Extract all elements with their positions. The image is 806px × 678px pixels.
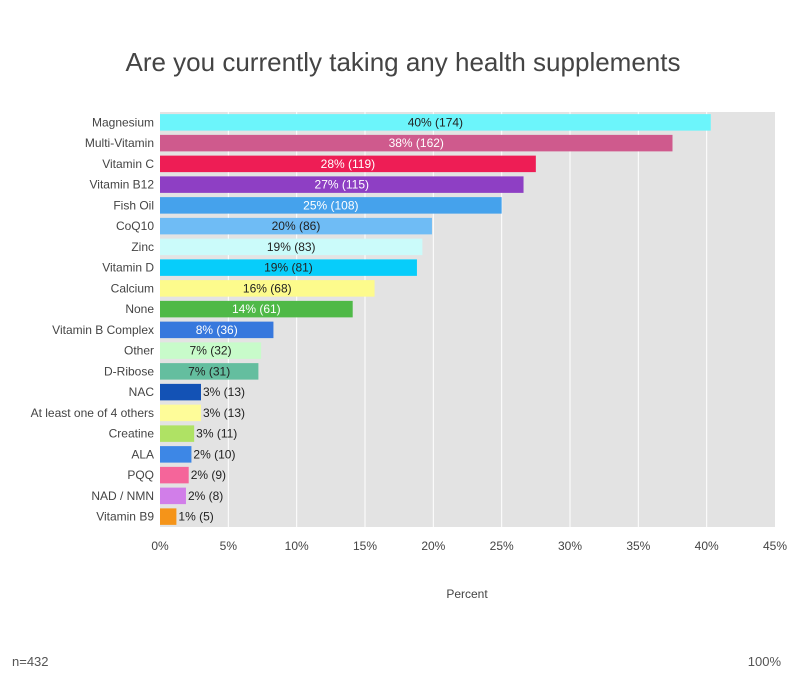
category-label: Fish Oil <box>113 198 154 212</box>
bar <box>160 134 673 152</box>
category-label: Zinc <box>131 240 154 254</box>
bar <box>160 425 195 442</box>
bar-data-label: 27% (115) <box>315 178 369 192</box>
bar-data-label: 3% (13) <box>203 385 245 399</box>
category-labels: Magnesium Multi-Vitamin Vitamin C Vitamin B… <box>31 115 155 523</box>
category-label: At least one of 4 others <box>31 406 154 420</box>
category-label: ALA <box>131 447 154 461</box>
category-label: None <box>125 302 154 316</box>
bar-data-label: 3% (11) <box>196 427 237 441</box>
bar-data-label: 2% (8) <box>188 489 223 503</box>
category-label: D-Ribose <box>104 364 154 378</box>
category-label: Calcium <box>111 281 154 295</box>
bar <box>160 155 536 173</box>
bar-data-label: 7% (32) <box>190 344 232 358</box>
bar-data-label: 2% (10) <box>193 447 235 461</box>
x-tick-label: 40% <box>695 539 719 553</box>
bar-data-label: 38% (162) <box>389 136 444 150</box>
plot-area <box>160 112 775 527</box>
bar-data-label: 16% (68) <box>243 281 292 295</box>
x-tick-label: 0% <box>151 539 169 553</box>
x-tick-label: 25% <box>490 539 514 553</box>
bar <box>160 363 259 380</box>
bar-data-label: 8% (36) <box>196 323 238 337</box>
category-label: Vitamin D <box>102 261 154 275</box>
category-label: Creatine <box>109 427 155 441</box>
x-tick-labels: 0% 5% 10% 15% 20% 25% 30% 35% 40% 45% <box>151 539 787 553</box>
bar <box>160 300 353 318</box>
bar-data-label: 25% (108) <box>303 198 358 212</box>
category-label: NAC <box>129 385 155 399</box>
x-tick-label: 5% <box>220 539 238 553</box>
bar <box>160 280 375 297</box>
x-tick-label: 20% <box>421 539 445 553</box>
bar <box>160 176 524 193</box>
category-label: NAD / NMN <box>91 489 154 503</box>
x-tick-label: 30% <box>558 539 582 553</box>
bar <box>160 342 262 359</box>
bar <box>160 114 711 131</box>
bar <box>160 217 432 235</box>
bar <box>160 238 423 256</box>
x-tick-label: 35% <box>626 539 650 553</box>
bar <box>160 487 186 505</box>
category-label: PQQ <box>127 468 154 482</box>
category-label: Vitamin C <box>102 157 154 171</box>
bar <box>160 466 189 484</box>
x-axis-title: Percent <box>446 587 488 601</box>
bar-data-label: 2% (9) <box>191 468 226 482</box>
bar-data-label: 40% (174) <box>408 115 463 129</box>
category-label: Magnesium <box>92 115 154 129</box>
total-percent: 100% <box>747 654 781 669</box>
x-tick-label: 10% <box>285 539 309 553</box>
x-tick-label: 15% <box>353 539 377 553</box>
bar-data-label: 28% (119) <box>321 157 375 171</box>
bar-data-label: 3% (13) <box>203 406 245 420</box>
bar-data-label: 20% (86) <box>272 219 321 233</box>
bar <box>160 321 274 339</box>
bar-data-label: 1% (5) <box>178 510 213 524</box>
bar <box>160 259 417 276</box>
category-label: Other <box>124 344 154 358</box>
bar <box>160 383 201 401</box>
bars: 40% (174) 38% (162) 28% (119) 27% (115) 25% … <box>160 114 711 525</box>
bar-data-label: 19% (81) <box>264 261 313 275</box>
category-label: CoQ10 <box>116 219 154 233</box>
bar <box>160 197 502 214</box>
category-label: Vitamin B9 <box>96 510 154 524</box>
bar-data-label: 19% (83) <box>267 240 316 254</box>
x-tick-label: 45% <box>763 539 787 553</box>
bar-data-label: 7% (31) <box>188 364 230 378</box>
category-label: Vitamin B Complex <box>52 323 154 337</box>
bar <box>160 446 192 463</box>
category-label: Multi-Vitamin <box>85 136 154 150</box>
category-label: Vitamin B12 <box>90 178 155 192</box>
bar <box>160 404 201 422</box>
bar <box>160 508 177 525</box>
sample-size: n=432 <box>12 654 49 669</box>
bar-data-label: 14% (61) <box>232 302 281 316</box>
chart-title: Are you currently taking any health supp… <box>126 47 681 77</box>
